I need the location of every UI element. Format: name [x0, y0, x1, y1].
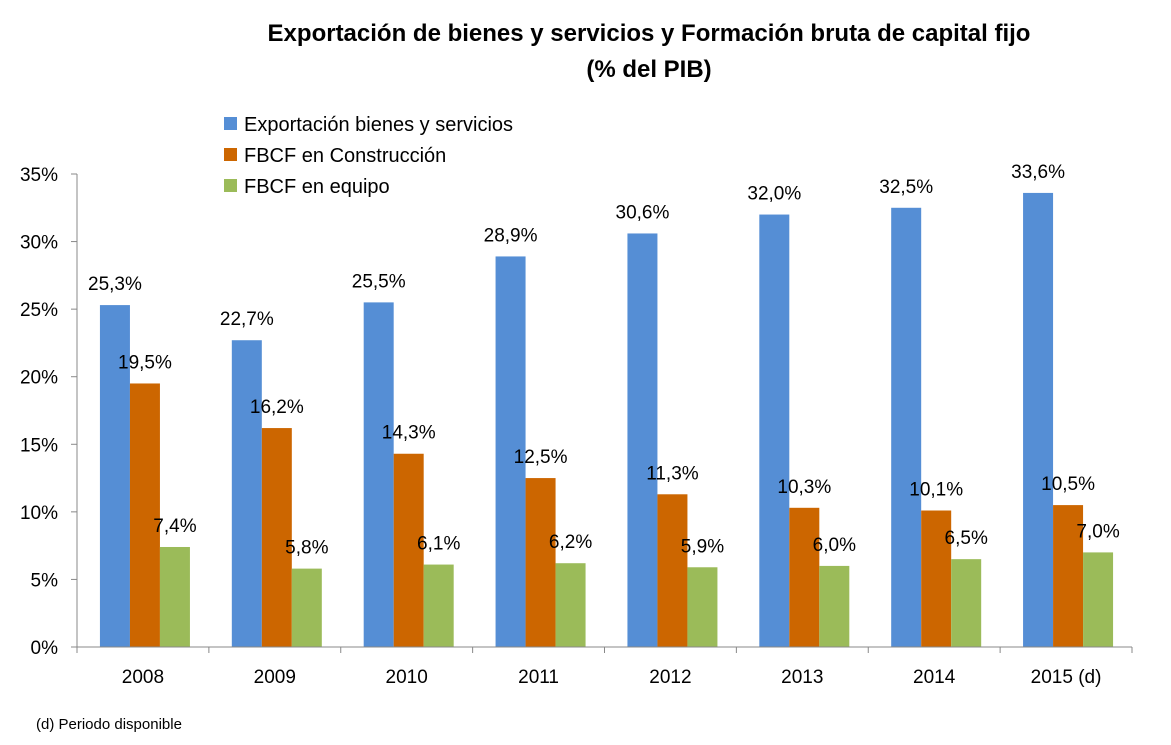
y-tick-label: 30%: [20, 233, 58, 254]
x-axis: 2008 2009 2010 2011 2012 2013 2014 2015 (d): [76, 646, 1133, 688]
data-label: 19,5%: [118, 352, 172, 373]
data-label: 32,0%: [747, 184, 801, 205]
bar: [921, 510, 952, 647]
data-label: 16,2%: [250, 397, 304, 418]
data-label: 5,9%: [681, 536, 724, 557]
legend-swatch: [224, 179, 237, 192]
bar: [687, 567, 718, 647]
footnote: (d) Periodo disponible: [36, 716, 182, 733]
bar: [423, 564, 454, 647]
y-tick-label: 10%: [20, 503, 58, 524]
data-label: 25,5%: [352, 271, 406, 292]
data-label: 32,5%: [879, 177, 933, 198]
bar: [1083, 552, 1114, 647]
bar: [261, 428, 292, 647]
x-tick-label: 2008: [122, 667, 164, 688]
data-label: 14,3%: [382, 423, 436, 444]
bar: [759, 214, 790, 648]
bar: [819, 565, 850, 647]
y-tick-label: 25%: [20, 300, 58, 321]
x-tick-label: 2011: [518, 667, 559, 688]
y-tick-label: 35%: [20, 165, 58, 186]
bar: [951, 559, 982, 647]
bar: [525, 478, 556, 647]
bar: [627, 233, 658, 647]
bar: [129, 383, 160, 647]
chart-title: Exportación de bienes y servicios y Form…: [268, 20, 1031, 47]
bar: [159, 546, 190, 647]
bar: [291, 568, 322, 647]
bar: [363, 302, 394, 647]
data-label: 25,3%: [88, 274, 142, 295]
x-tick-label: 2012: [649, 667, 691, 688]
data-label: 10,1%: [909, 480, 963, 501]
x-tick-label: 2009: [254, 667, 296, 688]
x-tick-label: 2015 (d): [1031, 667, 1102, 688]
bar: [789, 507, 820, 647]
legend-label: FBCF en Construcción: [244, 145, 446, 167]
data-label: 7,0%: [1076, 521, 1119, 542]
legend: Exportación bienes y servicios FBCF en Co…: [224, 114, 513, 198]
legend-swatch: [224, 148, 237, 161]
data-label: 6,2%: [549, 532, 592, 553]
data-label: 12,5%: [514, 447, 568, 468]
data-label: 7,4%: [153, 516, 196, 537]
data-label: 6,5%: [945, 528, 988, 549]
x-tick-label: 2013: [781, 667, 823, 688]
bar: [555, 563, 586, 647]
data-label: 28,9%: [484, 225, 538, 246]
bar: [1053, 505, 1084, 647]
bar: [99, 305, 130, 647]
bar: [657, 494, 688, 647]
data-label: 30,6%: [616, 202, 670, 223]
legend-label: Exportación bienes y servicios: [244, 114, 513, 136]
bar: [393, 453, 424, 647]
x-tick-label: 2010: [386, 667, 428, 688]
x-tick-label: 2014: [913, 667, 956, 688]
bar: [495, 256, 526, 647]
data-label: 10,5%: [1041, 474, 1095, 495]
legend-label: FBCF en equipo: [244, 176, 390, 198]
bar: [231, 340, 262, 647]
y-tick-label: 20%: [20, 368, 58, 389]
data-label: 6,0%: [813, 535, 856, 556]
data-label: 6,1%: [417, 534, 460, 555]
y-axis: 0% 5% 10% 15% 20% 25% 30% 35%: [20, 165, 78, 659]
y-tick-label: 15%: [20, 435, 58, 456]
data-label: 10,3%: [777, 477, 831, 498]
data-label: 22,7%: [220, 309, 274, 330]
bars: 25,3% 22,7% 25,5% 28,9% 30,6% 32,0% 32,5% 33,6%…: [88, 162, 1120, 648]
bar: [891, 207, 922, 648]
data-label: 33,6%: [1011, 162, 1065, 183]
legend-swatch: [224, 117, 237, 130]
y-tick-label: 0%: [31, 638, 59, 659]
data-label: 5,8%: [285, 538, 328, 559]
chart-subtitle: (% del PIB): [586, 56, 711, 83]
y-tick-label: 5%: [31, 570, 59, 591]
bar: [1023, 192, 1054, 648]
data-label: 11,3%: [646, 463, 699, 484]
